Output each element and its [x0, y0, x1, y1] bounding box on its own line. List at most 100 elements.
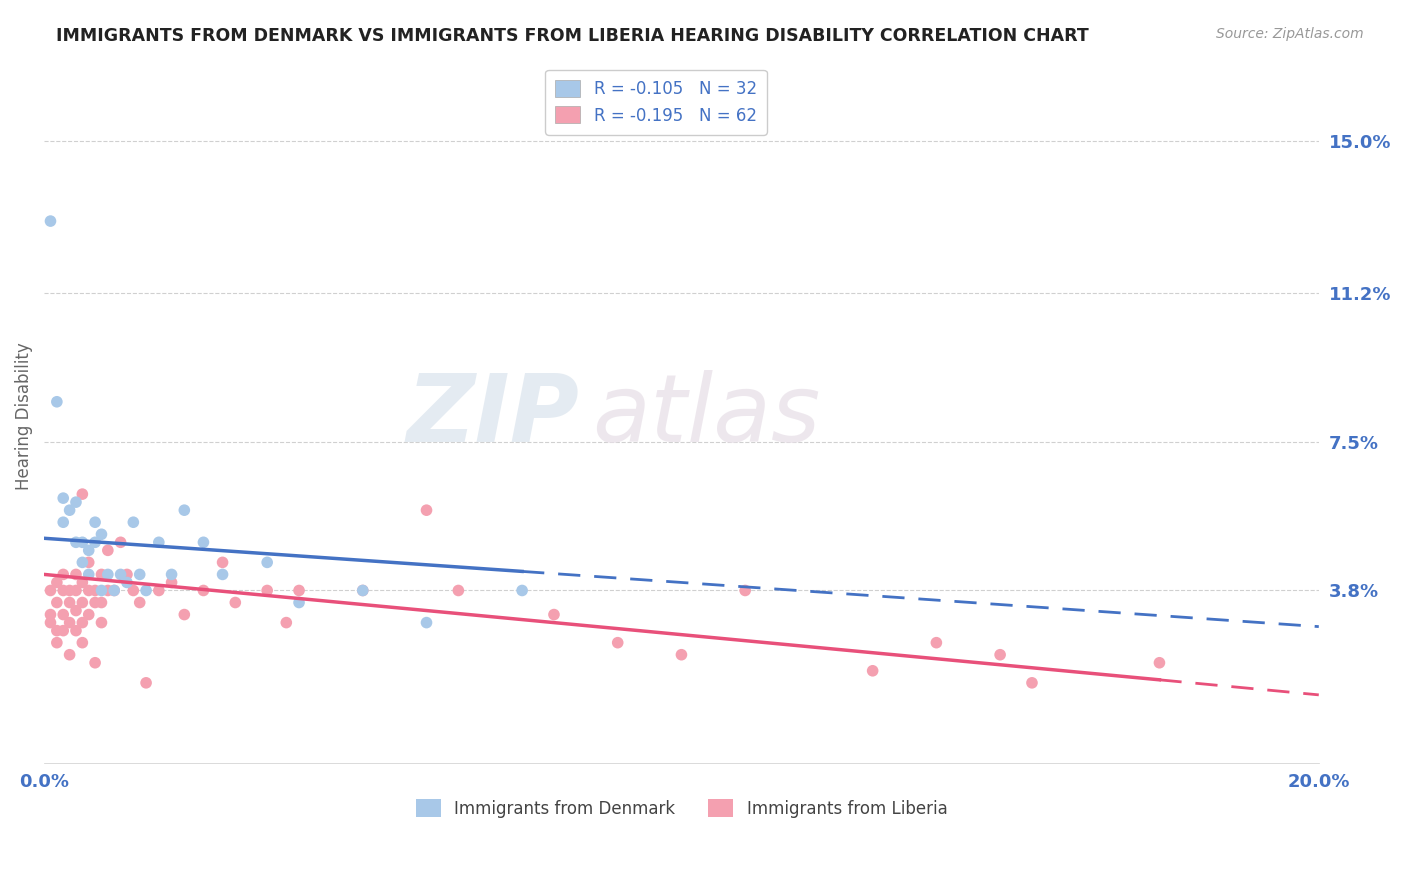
Point	[671, 648, 693, 662]
Point	[39, 214, 62, 228]
Point	[59, 503, 82, 517]
Y-axis label: Hearing Disability: Hearing Disability	[15, 342, 32, 490]
Point	[148, 583, 170, 598]
Point	[122, 515, 145, 529]
Point	[39, 615, 62, 630]
Point	[543, 607, 565, 622]
Point	[65, 624, 87, 638]
Point	[173, 503, 195, 517]
Point	[84, 515, 107, 529]
Point	[1149, 656, 1171, 670]
Point	[925, 635, 948, 649]
Point	[1021, 676, 1043, 690]
Point	[276, 615, 298, 630]
Point	[52, 567, 75, 582]
Point	[90, 595, 112, 609]
Point	[90, 567, 112, 582]
Point	[72, 575, 94, 590]
Point	[135, 583, 157, 598]
Point	[39, 607, 62, 622]
Point	[59, 583, 82, 598]
Point	[115, 575, 138, 590]
Point	[72, 555, 94, 569]
Point	[256, 583, 278, 598]
Point	[415, 503, 437, 517]
Point	[77, 555, 100, 569]
Point	[84, 583, 107, 598]
Point	[510, 583, 533, 598]
Point	[288, 595, 311, 609]
Point	[65, 603, 87, 617]
Point	[45, 394, 67, 409]
Point	[160, 567, 183, 582]
Point	[59, 595, 82, 609]
Point	[211, 555, 233, 569]
Point	[52, 515, 75, 529]
Point	[45, 635, 67, 649]
Point	[90, 527, 112, 541]
Point	[110, 567, 132, 582]
Point	[77, 567, 100, 582]
Legend: Immigrants from Denmark, Immigrants from Liberia: Immigrants from Denmark, Immigrants from…	[409, 793, 955, 824]
Point	[72, 615, 94, 630]
Point	[97, 583, 120, 598]
Point	[128, 567, 150, 582]
Point	[352, 583, 374, 598]
Point	[115, 567, 138, 582]
Point	[65, 567, 87, 582]
Point	[39, 583, 62, 598]
Text: Source: ZipAtlas.com: Source: ZipAtlas.com	[1216, 27, 1364, 41]
Point	[52, 491, 75, 505]
Point	[90, 583, 112, 598]
Text: atlas: atlas	[592, 370, 821, 461]
Point	[90, 615, 112, 630]
Point	[193, 535, 215, 549]
Point	[52, 607, 75, 622]
Point	[148, 535, 170, 549]
Point	[110, 535, 132, 549]
Point	[352, 583, 374, 598]
Point	[65, 535, 87, 549]
Point	[45, 624, 67, 638]
Point	[734, 583, 756, 598]
Point	[193, 583, 215, 598]
Point	[447, 583, 470, 598]
Point	[211, 567, 233, 582]
Point	[65, 583, 87, 598]
Point	[77, 583, 100, 598]
Point	[415, 615, 437, 630]
Point	[103, 583, 125, 598]
Text: ZIP: ZIP	[406, 370, 579, 462]
Point	[97, 567, 120, 582]
Point	[606, 635, 628, 649]
Text: IMMIGRANTS FROM DENMARK VS IMMIGRANTS FROM LIBERIA HEARING DISABILITY CORRELATIO: IMMIGRANTS FROM DENMARK VS IMMIGRANTS FR…	[56, 27, 1090, 45]
Point	[122, 583, 145, 598]
Point	[160, 575, 183, 590]
Point	[77, 607, 100, 622]
Point	[72, 535, 94, 549]
Point	[128, 595, 150, 609]
Point	[52, 583, 75, 598]
Point	[97, 543, 120, 558]
Point	[256, 555, 278, 569]
Point	[224, 595, 246, 609]
Point	[288, 583, 311, 598]
Point	[72, 635, 94, 649]
Point	[52, 624, 75, 638]
Point	[59, 648, 82, 662]
Point	[77, 543, 100, 558]
Point	[135, 676, 157, 690]
Point	[84, 535, 107, 549]
Point	[72, 487, 94, 501]
Point	[988, 648, 1011, 662]
Point	[45, 575, 67, 590]
Point	[59, 615, 82, 630]
Point	[84, 595, 107, 609]
Point	[862, 664, 884, 678]
Point	[103, 583, 125, 598]
Point	[45, 595, 67, 609]
Point	[84, 656, 107, 670]
Point	[173, 607, 195, 622]
Point	[65, 495, 87, 509]
Point	[72, 595, 94, 609]
